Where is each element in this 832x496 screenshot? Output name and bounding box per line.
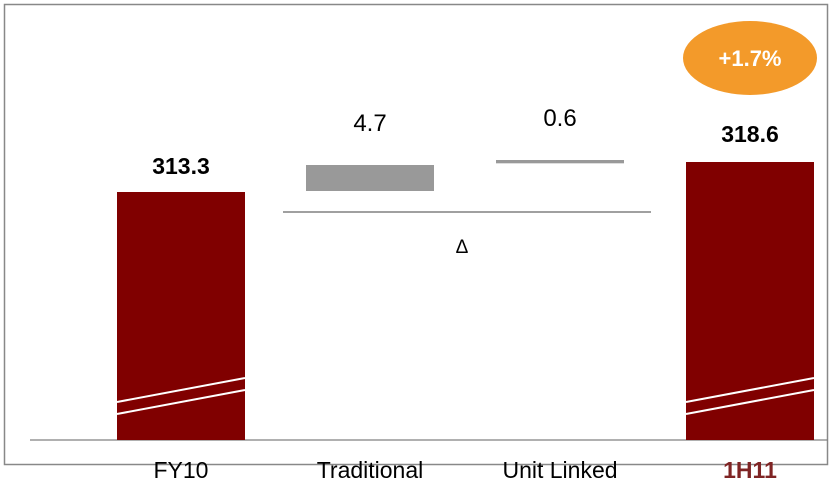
bar-traditional [306,165,434,191]
data-label-4: 318.6 [721,121,779,147]
bar-unit-linked [496,160,624,164]
change-badge [683,21,817,95]
chart-frame [3,3,829,466]
x-tick-label-2: Traditional [317,457,424,483]
x-tick-label-4: 1H11 [723,457,777,483]
data-label-3: 0.6 [543,105,576,132]
axis-break-line [116,389,246,415]
change-badge-label: +1.7% [719,46,782,71]
data-label-1: 313.3 [152,153,210,179]
axis-break-line [116,377,246,403]
data-label-2: 4.7 [353,110,386,137]
x-tick-label-1: FY10 [154,457,209,483]
axis-break-line [685,389,815,415]
delta-symbol: Δ [456,237,469,258]
x-tick-label-3: Unit Linked [502,457,617,483]
axis-break-line [685,377,815,403]
